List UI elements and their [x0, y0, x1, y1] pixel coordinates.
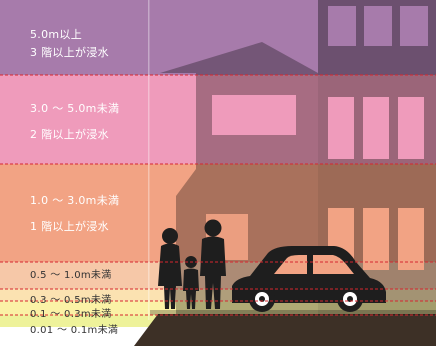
guide-line [148, 0, 150, 320]
level-label-1-3m: 1.0 ～ 3.0m未満 1 階以上が浸水 [30, 194, 119, 234]
apartment-windows-low [328, 208, 424, 270]
band-5m-plus [0, 0, 436, 75]
level-description: 1 階以上が浸水 [30, 220, 109, 233]
apt-window [398, 208, 424, 270]
level-depth: 1.0 ～ 3.0m未満 [30, 194, 120, 207]
apt-window [328, 6, 356, 46]
apartment-windows-top [328, 6, 428, 46]
level-label-05-1m: 0.5 ～ 1.0m未満 [30, 270, 112, 281]
ground [134, 314, 436, 346]
apt-window [328, 97, 354, 159]
level-label-5m-plus: 5.0m以上 3 階以上が浸水 [30, 28, 109, 60]
level-label-3-5m: 3.0 ～ 5.0m未満 2 階以上が浸水 [30, 102, 119, 142]
house-eave [176, 169, 318, 196]
car-window-rear [313, 255, 354, 274]
woman-head [162, 228, 178, 244]
threshold-lines [0, 74, 436, 316]
house-roof [160, 42, 318, 73]
level-depth: 5.0m以上 [30, 28, 83, 41]
apt-window [400, 6, 428, 46]
level-label-01-03m: 0.1 ～ 0.3m未満 [30, 309, 112, 320]
apt-window [364, 6, 392, 46]
family-silhouette [158, 219, 226, 309]
road-edge [150, 310, 436, 315]
house-windows [212, 95, 296, 135]
apartment-windows-mid [328, 97, 424, 159]
woman-body [158, 243, 182, 309]
apt-window [363, 97, 389, 159]
level-label-001-01m: 0.01 ～ 0.1m未満 [30, 325, 119, 336]
man-body [200, 236, 226, 309]
apt-window [398, 97, 424, 159]
man-head [204, 219, 222, 237]
house-window-upper [212, 95, 296, 135]
level-label-03-05m: 0.3 ～ 0.5m未満 [30, 295, 112, 306]
level-description: 3 階以上が浸水 [30, 46, 109, 59]
apt-window [363, 208, 389, 270]
car-window-front [274, 255, 307, 274]
level-depth: 3.0 ～ 5.0m未満 [30, 102, 120, 115]
level-description: 2 階以上が浸水 [30, 128, 109, 141]
apartment-building [318, 0, 436, 320]
